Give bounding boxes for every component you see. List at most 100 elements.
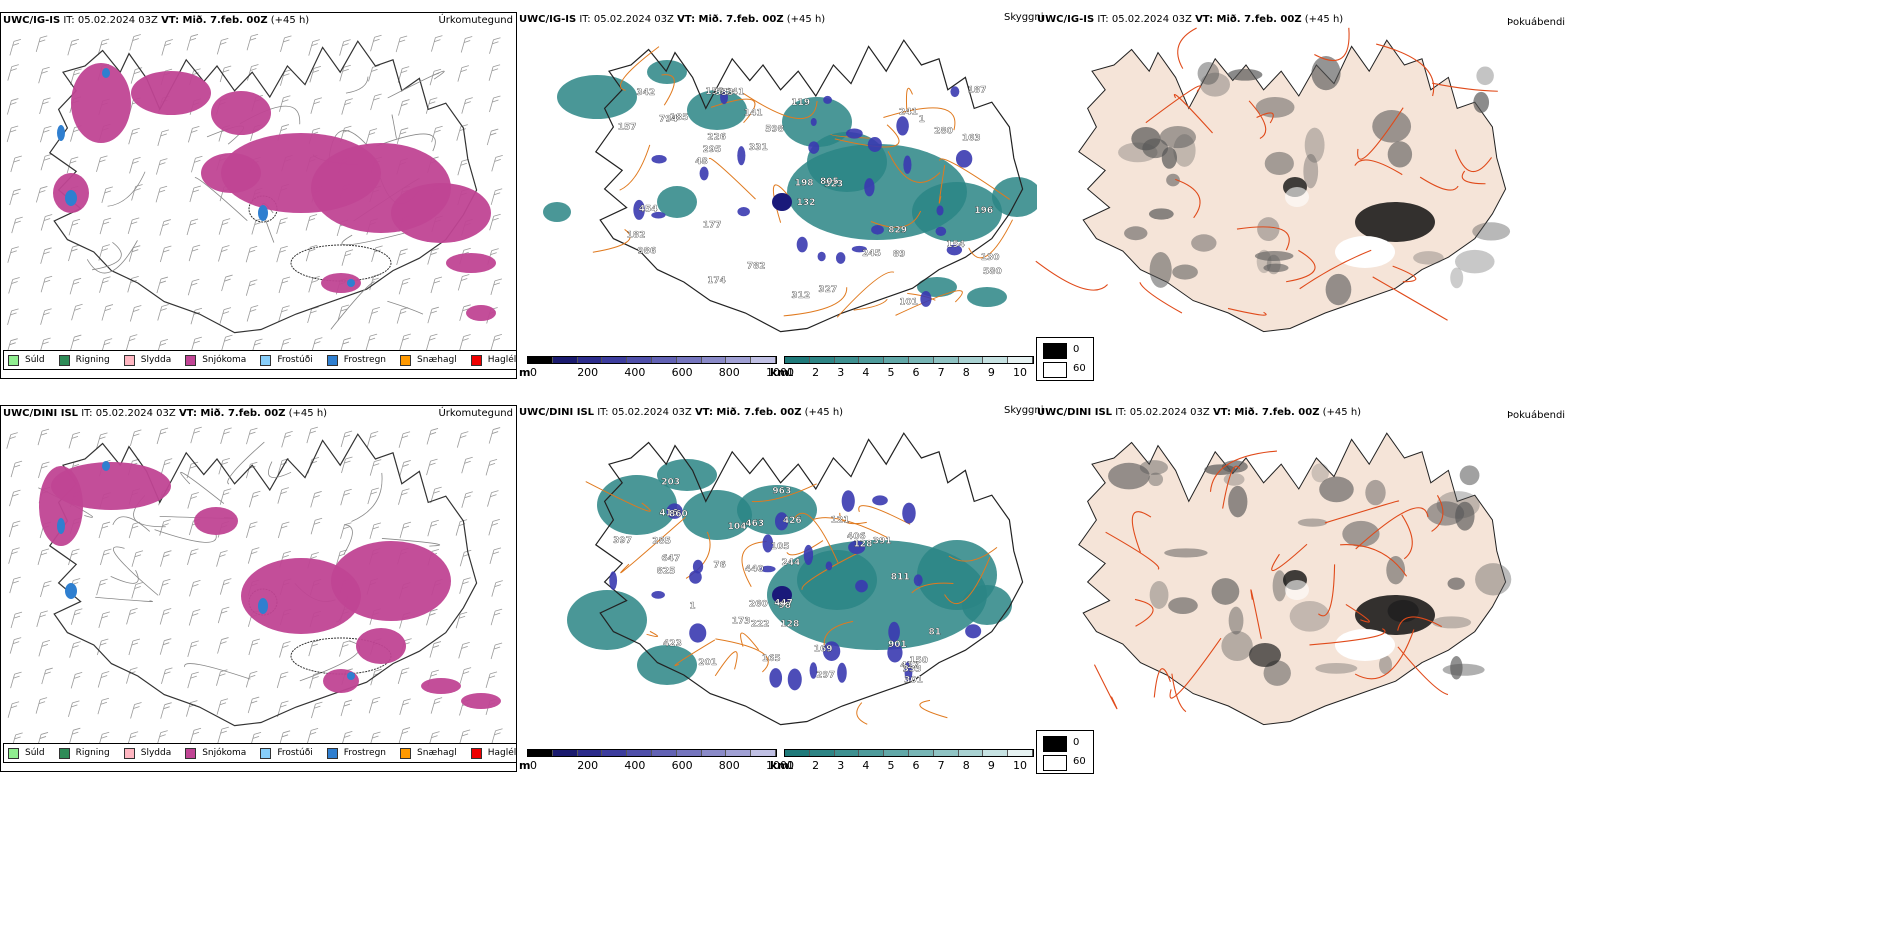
wind-barb-flag [100,701,108,705]
cloud-base-area [796,236,808,253]
cloud-base-value: 331 [749,143,768,153]
cloud-base-value: 454 [639,205,658,215]
legend-swatch [326,354,338,366]
precip-panel-bottom: UWC/DINI ISL IT: 05.02.2024 03Z VT: Mið.… [0,405,517,772]
legend-swatch [123,747,135,759]
wind-barb [398,727,411,744]
legend-item-frostregn: Frostregn [326,747,387,759]
wind-barb-flag [495,188,503,192]
wind-barb-flag [309,430,316,434]
wind-barb-flag [135,550,144,554]
wind-barb-flag [494,732,501,736]
wind-barb [487,490,499,507]
fog-area [1266,254,1281,275]
wind-barb-staff [97,700,103,715]
wind-barb [128,245,141,262]
wind-barb-staff [307,308,312,324]
wind-barb-staff [160,460,166,475]
wind-barb-flag [311,643,318,647]
wind-barb-flag [465,36,473,39]
road-line [1227,307,1267,316]
wind-barb-flag [464,101,471,104]
cloud-base-value: 416 [659,509,678,519]
wind-barb-flag [133,433,140,437]
wind-barb-flag [160,133,167,137]
wind-barb [189,579,201,597]
wind-barb-flag [249,249,256,253]
cloud-base-area [692,559,704,574]
wind-barb-staff [248,640,254,656]
wind-barb [429,641,442,658]
fog-area [1256,249,1272,274]
wind-barb-staff [369,461,375,476]
wind-barb [277,521,290,539]
wind-barb [308,276,320,293]
wind-barb-staff [8,522,14,538]
legend-item-slydda: Slydda [123,354,171,366]
cloud-base-area [817,251,826,262]
wind-barb-staff [7,703,13,718]
snow-area [201,153,261,193]
cloud-base-value: 333 [903,664,922,674]
wind-barb [429,68,442,86]
wind-barb [371,245,383,263]
wind-barb-flag [251,64,259,67]
wind-barb-flag [495,608,503,612]
road-line [1340,544,1408,577]
wind-barb-staff [127,219,133,235]
cloud-base-area [737,206,750,217]
wind-barb-flag [41,465,48,469]
wind-barb [8,547,20,564]
visibility-area [647,60,687,84]
cloud-base-area [872,495,888,506]
wind-barb-flag [41,643,49,647]
legend-label: Frostregn [343,748,387,758]
precip-title-bottom: UWC/DINI ISL IT: 05.02.2024 03Z VT: Mið.… [3,408,328,419]
wind-barb-flag [461,733,469,737]
road-line [836,271,895,318]
wind-barb-staff [456,433,462,448]
wind-barb-flag [344,488,352,492]
legend-label: Slydda [140,748,172,758]
snow-area [391,183,491,243]
wind-barb-flag [132,525,139,529]
wind-barb-flag [493,282,501,286]
wind-barb-flag [342,43,349,47]
cloud-base-area [772,193,792,211]
wind-barb-staff [245,673,251,688]
wind-barb-flag [283,550,291,554]
wind-barb-flag [159,431,167,435]
wind-barb-flag [73,129,80,133]
colorbar-swatch [726,750,752,756]
road-line [1286,249,1316,283]
cloud-base-value: 825 [657,566,676,576]
wind-barb [248,638,260,656]
wind-barb-flag [220,730,227,734]
cloud-base-area [651,211,666,219]
cloud-base-value: 986 [637,246,656,256]
wind-barb [68,727,81,745]
wind-barb-flag [494,278,502,282]
wind-barb-staff [459,336,465,351]
visibility-area [737,485,817,535]
wind-barb [431,35,443,52]
wind-barb-staff [216,552,221,567]
snow-area [446,253,496,273]
wind-barb-staff [70,610,76,625]
wind-barb-flag [73,72,80,76]
road-line [944,556,991,605]
wind-barb-staff [68,702,73,718]
freezing-rain-spot [347,672,355,680]
wind-barb-flag [401,435,409,439]
wind-barb-flag [224,578,232,582]
wind-barb [219,307,232,324]
wind-barb-flag [280,675,287,679]
wind-barb-flag [460,611,468,615]
wind-barb-flag [491,128,499,132]
wind-barb [457,65,469,82]
wind-barb-flag [250,279,258,283]
fog-area [1124,226,1148,241]
wind-barb-staff [39,99,44,115]
wind-barb-flag [44,153,53,157]
wind-barb-flag [253,490,261,494]
